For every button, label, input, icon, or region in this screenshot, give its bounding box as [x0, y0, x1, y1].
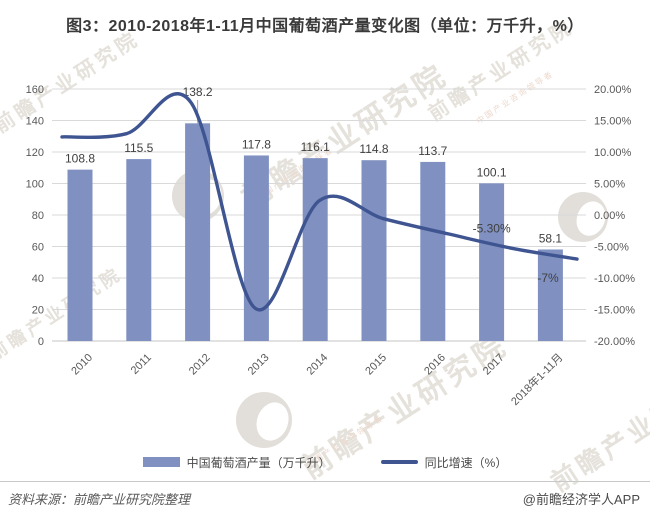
legend: 中国葡萄酒产量（万千升） 同比增速（%） — [0, 451, 650, 473]
left-axis-tick: 140 — [26, 116, 44, 128]
left-axis-tick: 120 — [26, 147, 44, 159]
right-axis-tick: -5.00% — [594, 242, 629, 254]
line-value-label: -7% — [537, 271, 559, 285]
left-axis-tick: 100 — [26, 179, 44, 191]
bar-value-label: 117.8 — [242, 137, 271, 151]
left-axis-tick: 60 — [32, 242, 44, 254]
bar-value-label: 116.1 — [301, 140, 330, 154]
x-axis-label: 2018年1-11月 — [508, 350, 566, 408]
x-axis-label: 2013 — [246, 352, 272, 378]
bar-2014[interactable] — [302, 158, 328, 341]
legend-label-growth: 同比增速（%） — [424, 455, 508, 470]
x-axis-label: 2016 — [422, 352, 448, 378]
left-axis-tick: 80 — [32, 210, 44, 222]
chart-title: 图3：2010-2018年1-11月中国葡萄酒产量变化图（单位：万千升，%） — [66, 18, 584, 35]
left-axis-tick: 0 — [38, 336, 44, 348]
bar-2010[interactable] — [67, 169, 93, 341]
watermark-logo-icon — [558, 192, 610, 242]
source-note: 资料来源：前瞻产业研究院整理 — [8, 492, 191, 507]
left-axis-tick: 40 — [32, 273, 44, 285]
legend-label-production: 中国葡萄酒产量（万千升） — [186, 455, 331, 470]
bar-value-label: 58.1 — [539, 231, 563, 245]
growth-line[interactable] — [60, 92, 579, 312]
x-axis-label: 2014 — [305, 352, 331, 378]
watermark-logo-icon — [236, 392, 294, 448]
bar-value-label: 108.8 — [65, 152, 95, 166]
bar-2018年1-11月[interactable] — [537, 249, 563, 341]
right-axis-tick: 10.00% — [594, 147, 632, 159]
right-axis-tick: 0.00% — [594, 210, 625, 222]
x-axis-label: 2017 — [481, 352, 507, 378]
bar-series-swatch-icon — [142, 457, 180, 467]
bar-value-label: 138.2 — [183, 85, 213, 99]
x-axis-label: 2012 — [187, 352, 213, 378]
right-axis-tick: 5.00% — [594, 179, 625, 191]
x-axis-label: 2011 — [129, 352, 154, 377]
chart-plot-area: 160 20.00% 140 15.00% 120 10.00% 100 5.00% 80 0.0… — [26, 84, 636, 408]
right-axis-tick: -20.00% — [594, 336, 635, 348]
x-axis-label: 2010 — [69, 352, 95, 378]
left-axis-tick: 20 — [32, 305, 44, 317]
footer-divider — [0, 481, 650, 482]
bar-2013[interactable] — [243, 155, 269, 341]
right-axis-tick: -15.00% — [594, 305, 635, 317]
bar-value-label: 113.7 — [418, 144, 447, 158]
line-series-swatch-icon — [380, 460, 418, 464]
left-axis-tick: 160 — [26, 84, 44, 96]
bar-2016[interactable] — [420, 161, 446, 341]
bar-value-label: 114.8 — [359, 142, 388, 156]
legend-item-production[interactable]: 中国葡萄酒产量（万千升） — [142, 454, 331, 471]
right-axis-tick: -10.00% — [594, 273, 635, 285]
bar-value-label: 100.1 — [477, 165, 507, 179]
line-value-label: -5.30% — [473, 221, 511, 235]
credit-text: @前瞻经济学人APP — [522, 492, 640, 507]
bar-2015[interactable] — [361, 160, 387, 341]
legend-item-growth[interactable]: 同比增速（%） — [380, 454, 508, 471]
right-axis-tick: 20.00% — [594, 84, 632, 96]
x-axis-label: 2015 — [363, 352, 389, 378]
bar-value-label: 115.5 — [124, 141, 153, 155]
bar-2017[interactable] — [479, 183, 505, 341]
bar-2012[interactable] — [185, 123, 211, 342]
bar-2011[interactable] — [126, 159, 152, 341]
right-axis-tick: 15.00% — [594, 116, 632, 128]
